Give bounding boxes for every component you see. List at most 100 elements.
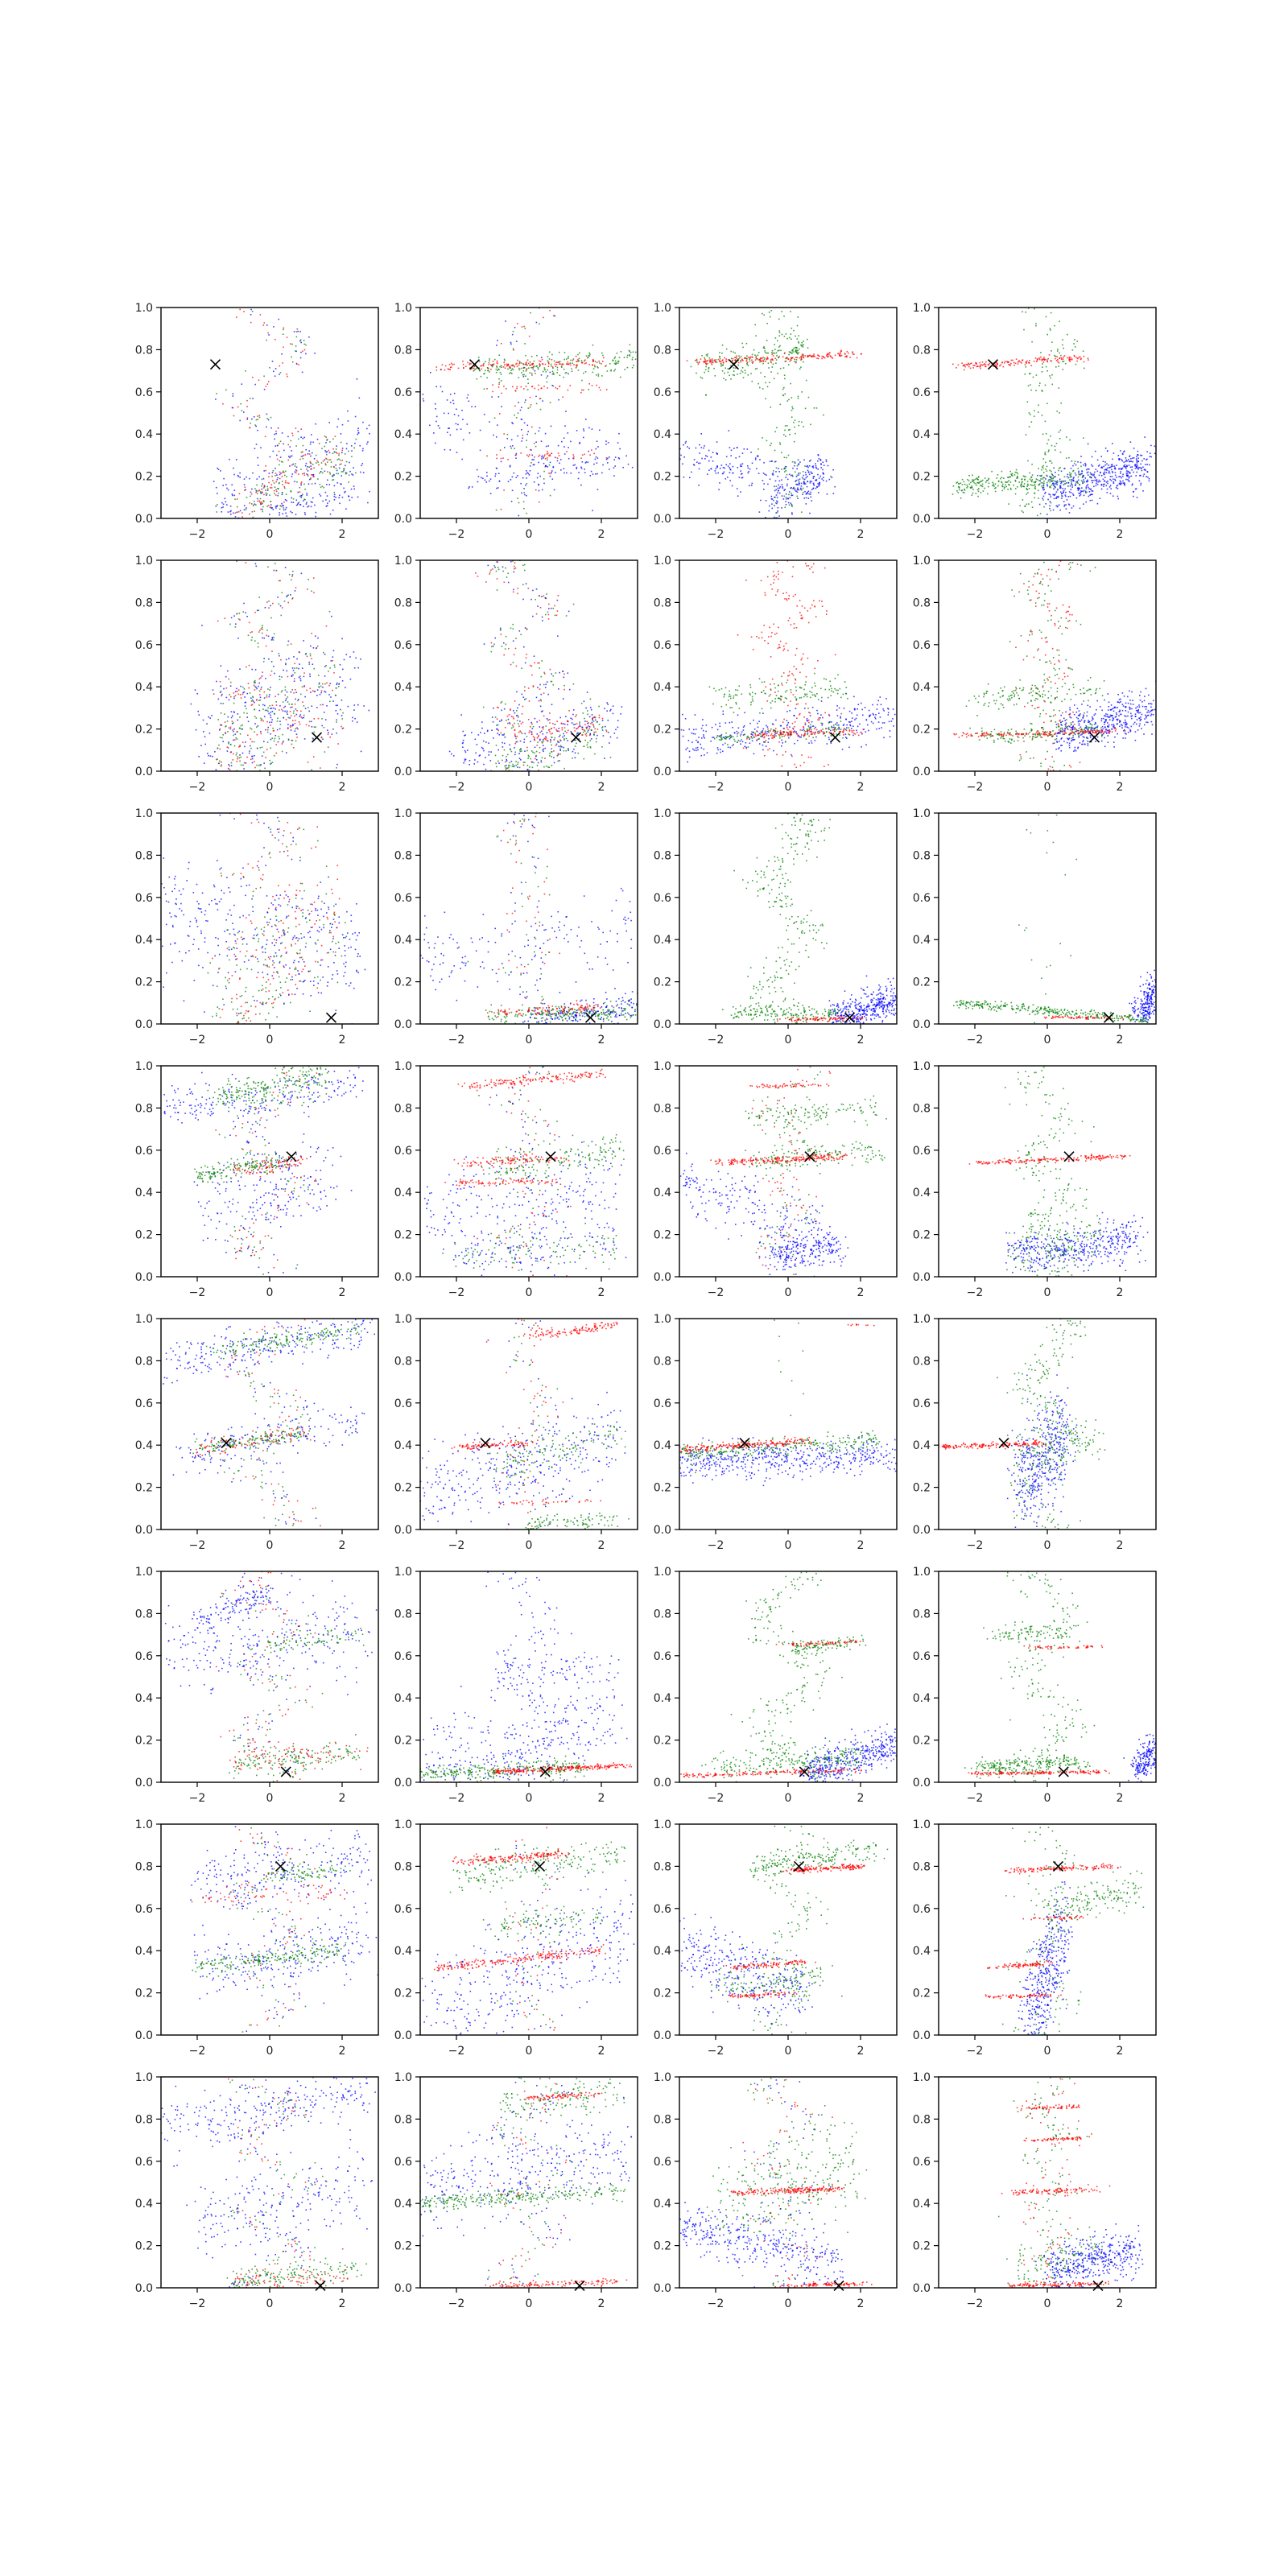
blue-point xyxy=(489,421,490,423)
green-point xyxy=(732,374,734,376)
blue-point xyxy=(823,479,824,481)
blue-point xyxy=(823,477,824,478)
blue-point xyxy=(809,493,811,495)
blue-point xyxy=(1057,495,1059,497)
green-point xyxy=(708,366,710,369)
red-point xyxy=(715,361,716,363)
blue-point xyxy=(1108,472,1109,474)
blue-point xyxy=(778,489,779,492)
red-point xyxy=(556,361,559,363)
blue-point xyxy=(349,461,350,464)
blue-point xyxy=(497,424,498,426)
blue-point xyxy=(1087,484,1089,485)
red-point xyxy=(490,369,492,370)
green-point xyxy=(235,737,237,739)
green-point xyxy=(784,425,786,427)
red-point xyxy=(531,386,533,388)
y-tick-label: 0.4 xyxy=(654,428,671,441)
red-point xyxy=(496,454,497,456)
green-point xyxy=(1072,469,1075,472)
blue-point xyxy=(498,733,500,736)
green-point xyxy=(279,440,282,443)
green-point xyxy=(273,712,275,715)
green-point xyxy=(494,716,497,718)
red-point xyxy=(800,356,802,358)
blue-point xyxy=(251,488,253,490)
green-point xyxy=(727,371,729,374)
blue-point xyxy=(782,487,784,489)
red-point xyxy=(549,309,551,312)
green-point xyxy=(552,367,554,369)
red-point xyxy=(846,356,848,358)
blue-point xyxy=(297,330,299,332)
blue-point xyxy=(689,477,691,479)
blue-point xyxy=(1114,474,1117,477)
green-point xyxy=(972,479,973,481)
green-point xyxy=(971,494,973,496)
blue-point xyxy=(308,483,310,485)
green-point xyxy=(788,336,791,339)
green-point xyxy=(250,700,253,702)
green-point xyxy=(564,358,565,361)
blue-point xyxy=(262,704,264,706)
blue-point xyxy=(229,506,232,507)
blue-point xyxy=(279,512,280,514)
blue-point xyxy=(1129,476,1131,477)
blue-point xyxy=(518,514,520,517)
green-point xyxy=(496,366,498,368)
blue-point xyxy=(260,503,262,506)
red-point xyxy=(553,315,555,316)
red-point xyxy=(499,413,501,415)
green-point xyxy=(540,675,543,678)
blue-point xyxy=(271,637,274,638)
blue-point xyxy=(584,462,587,464)
red-point xyxy=(575,367,577,369)
blue-point xyxy=(257,429,258,431)
blue-point xyxy=(818,477,820,479)
green-point xyxy=(791,349,793,352)
green-point xyxy=(1056,481,1059,484)
green-point xyxy=(512,662,514,663)
red-point xyxy=(1010,362,1012,365)
red-point xyxy=(1038,357,1040,359)
green-point xyxy=(796,352,798,353)
green-point xyxy=(290,490,291,492)
blue-point xyxy=(539,738,541,741)
green-point xyxy=(774,344,775,345)
green-point xyxy=(572,683,575,685)
green-point xyxy=(1038,404,1039,407)
blue-point xyxy=(1067,485,1069,487)
green-point xyxy=(323,486,325,489)
red-point xyxy=(492,390,493,393)
subplot-r2-c1: −2 0 20.00.20.40.60.81.0 xyxy=(135,555,379,794)
blue-point xyxy=(1137,466,1140,469)
green-point xyxy=(553,360,555,362)
green-point xyxy=(583,758,585,760)
blue-point xyxy=(1081,470,1083,472)
blue-point xyxy=(1132,457,1133,459)
blue-point xyxy=(269,456,271,458)
blue-point xyxy=(353,651,355,653)
blue-point xyxy=(299,714,302,716)
red-point xyxy=(1041,358,1043,361)
blue-point xyxy=(357,667,359,669)
blue-point xyxy=(233,728,235,730)
blue-point xyxy=(326,505,328,506)
green-point xyxy=(764,352,766,353)
green-point xyxy=(564,738,565,740)
red-point xyxy=(492,364,493,365)
blue-point xyxy=(1080,456,1082,457)
green-point xyxy=(242,724,243,726)
red-point xyxy=(531,723,533,725)
green-point xyxy=(535,402,538,405)
blue-point xyxy=(244,705,246,707)
blue-point xyxy=(1042,487,1044,489)
green-point xyxy=(508,765,510,766)
green-point xyxy=(1046,359,1048,361)
blue-point xyxy=(295,350,297,353)
green-point xyxy=(515,417,518,419)
blue-point xyxy=(204,736,206,737)
blue-point xyxy=(369,432,370,435)
blue-point xyxy=(540,761,543,763)
green-point xyxy=(775,517,777,518)
